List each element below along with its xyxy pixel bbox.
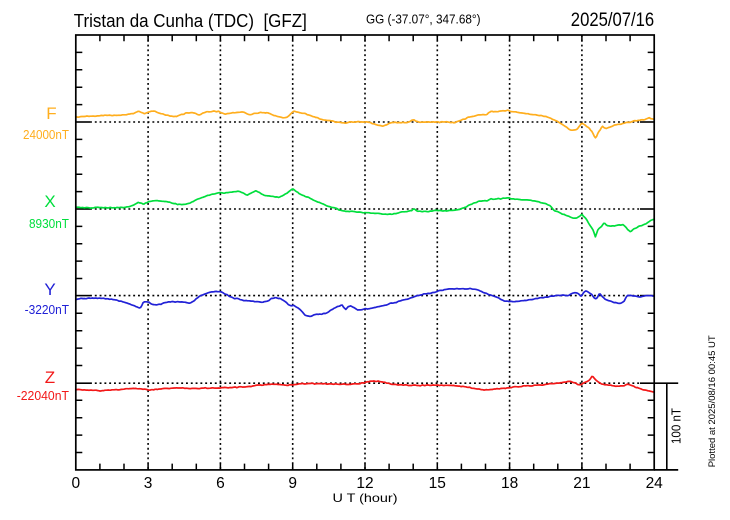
svg-text:F: F: [46, 104, 56, 123]
svg-text:Tristan da Cunha (TDC) [GFZ]: Tristan da Cunha (TDC) [GFZ]: [74, 10, 307, 31]
svg-text:U T (hour): U T (hour): [333, 491, 398, 505]
svg-text:Z: Z: [45, 368, 55, 387]
svg-text:24000nT: 24000nT: [23, 128, 69, 142]
svg-text:24: 24: [646, 475, 664, 492]
svg-text:2025/07/16: 2025/07/16: [571, 10, 654, 31]
svg-text:21: 21: [573, 475, 590, 492]
svg-text:100 nT: 100 nT: [670, 408, 684, 444]
svg-text:0: 0: [71, 475, 80, 492]
svg-text:-22040nT: -22040nT: [17, 389, 70, 403]
svg-text:8930nT: 8930nT: [29, 217, 69, 231]
svg-text:Plotted at 2025/08/16 00:45 UT: Plotted at 2025/08/16 00:45 UT: [707, 335, 718, 467]
svg-text:15: 15: [429, 475, 446, 492]
svg-text:9: 9: [288, 475, 297, 492]
svg-text:X: X: [44, 192, 55, 211]
svg-text:12: 12: [356, 475, 373, 492]
svg-text:18: 18: [501, 475, 518, 492]
svg-text:GG (-37.07°, 347.68°): GG (-37.07°, 347.68°): [366, 12, 481, 27]
svg-text:Y: Y: [44, 280, 55, 299]
svg-text:6: 6: [216, 475, 225, 492]
svg-text:3: 3: [144, 475, 153, 492]
svg-text:-3220nT: -3220nT: [25, 303, 70, 317]
